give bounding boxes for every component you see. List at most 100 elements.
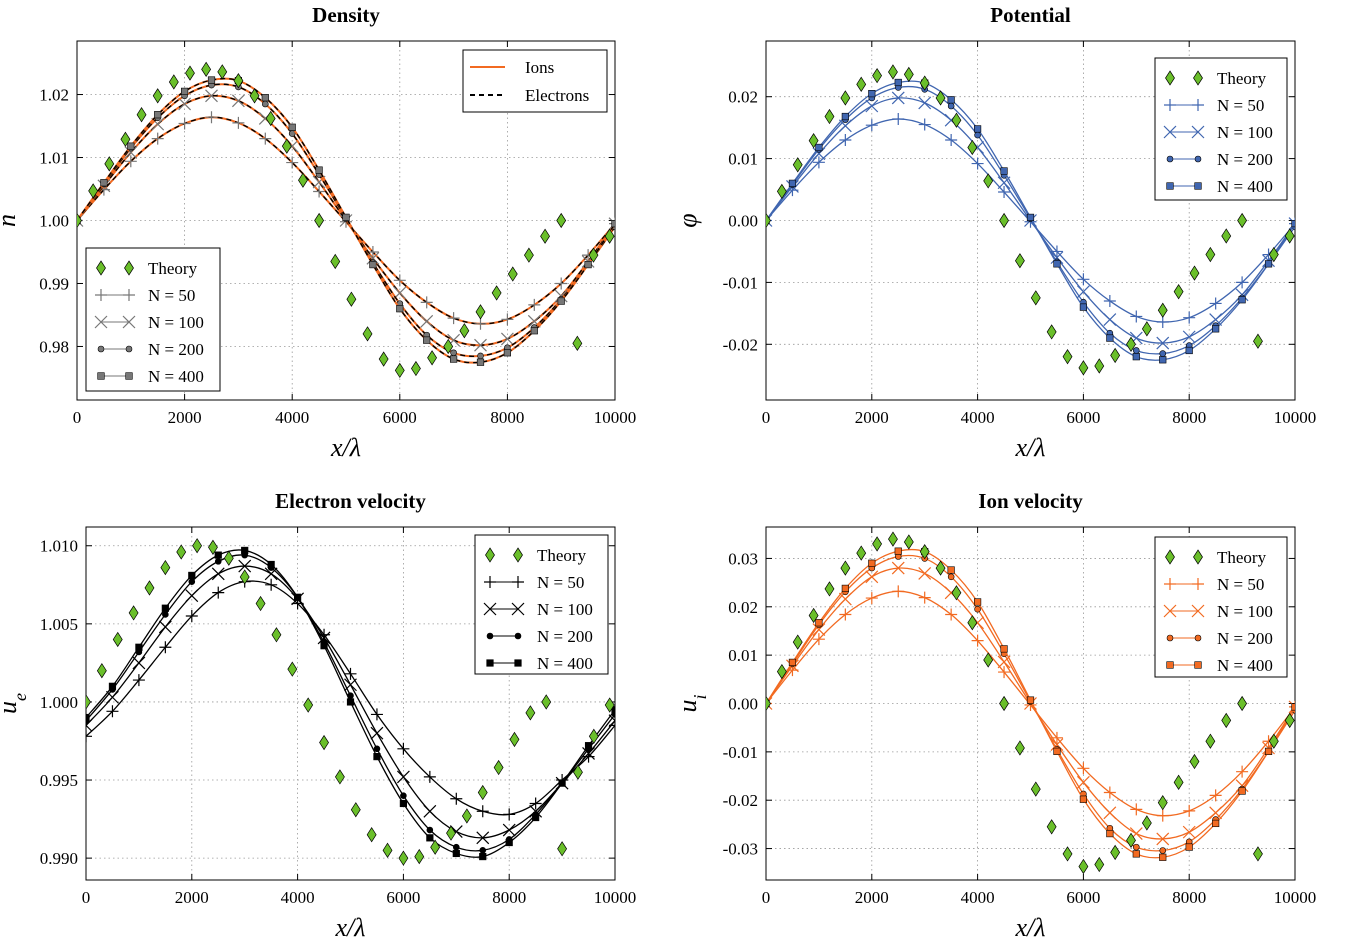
theory-point <box>524 247 534 263</box>
data-point-square <box>86 713 90 722</box>
legend-marker <box>122 315 136 329</box>
data-point-plus <box>865 119 878 132</box>
data-point-cross <box>608 714 615 728</box>
data-point-plus <box>971 157 984 170</box>
theory-point <box>776 663 787 680</box>
data-point-cross <box>918 96 932 110</box>
data-point-cross <box>1182 825 1196 839</box>
data-point-square <box>788 658 797 666</box>
data-point-plus <box>124 155 137 168</box>
x-axis-label: x/λ <box>1014 913 1045 942</box>
data-point-cross <box>396 770 410 784</box>
data-point-plus <box>212 586 225 599</box>
theory-point <box>427 350 437 366</box>
data-point-cross <box>211 567 225 581</box>
data-point-circle <box>947 573 955 581</box>
theory-point <box>967 615 978 631</box>
legend-label: N = 50 <box>1217 96 1264 115</box>
plot-area <box>77 61 615 379</box>
data-point-cross <box>205 89 218 103</box>
theory-point <box>394 362 405 379</box>
data-point-square <box>841 112 849 121</box>
data-point-cross <box>1156 832 1170 846</box>
x-tick-label: 8000 <box>1172 888 1206 907</box>
theory-point <box>239 569 250 585</box>
theory-point <box>1078 360 1089 376</box>
data-point-square <box>611 220 615 228</box>
data-point-cross <box>997 655 1011 669</box>
legend-marker <box>1193 70 1203 86</box>
theory-point <box>572 335 583 351</box>
theory-point <box>1268 246 1279 263</box>
x-tick-label: 4000 <box>961 888 995 907</box>
data-point-plus <box>1077 273 1090 286</box>
legend-marker <box>486 632 494 640</box>
data-point-cross <box>476 831 490 845</box>
theory-point <box>208 539 218 555</box>
data-point-plus <box>945 608 958 621</box>
legend-label: N = 100 <box>148 313 204 332</box>
theory-point <box>1015 253 1025 269</box>
data-point-cross <box>1076 775 1090 789</box>
legend-marker <box>485 547 495 563</box>
data-point-plus <box>178 117 191 130</box>
data-point-circle <box>1133 843 1140 851</box>
theory-point <box>1284 712 1295 729</box>
data-point-plus <box>185 610 198 623</box>
theory-point <box>414 848 425 865</box>
data-point-plus <box>503 808 516 821</box>
theory-point <box>1015 740 1025 756</box>
data-point-plus <box>945 134 958 147</box>
data-point-square <box>127 142 135 150</box>
theory-point <box>983 173 994 189</box>
data-point-cross <box>918 566 932 580</box>
theory-point <box>281 138 292 154</box>
legend-marker <box>1192 578 1204 590</box>
legend: Theory N = 50 N = 100 N = 200 N = 400 <box>1154 57 1288 201</box>
theory-point <box>872 536 883 552</box>
y-tick-label: -0.02 <box>723 335 758 354</box>
data-point-plus <box>609 217 615 230</box>
legend-marker <box>1166 634 1174 642</box>
data-point-square <box>188 571 196 580</box>
data-point-circle <box>974 131 981 139</box>
data-point-plus <box>1156 316 1169 329</box>
legend-box <box>1154 536 1288 678</box>
data-point-cross <box>1156 336 1170 350</box>
y-axis-label: ue <box>0 693 30 714</box>
data-point-circle <box>261 100 269 108</box>
data-point-square <box>1026 696 1035 704</box>
data-point-cross <box>264 567 278 581</box>
theory-point <box>951 112 962 128</box>
legend-label: N = 400 <box>537 654 593 673</box>
data-point-plus <box>1289 217 1295 230</box>
data-point-square <box>342 213 350 221</box>
data-point-plus <box>812 633 825 646</box>
data-point-square <box>1212 819 1220 828</box>
legend-label: Electrons <box>525 86 589 105</box>
data-point-square <box>558 779 566 787</box>
theory-point <box>507 266 518 282</box>
data-point-square <box>1026 213 1035 222</box>
theory-point <box>1126 336 1136 352</box>
data-point-plus <box>998 666 1011 679</box>
data-point-plus <box>529 797 542 810</box>
theory-point <box>217 64 228 80</box>
legend-label: N = 200 <box>537 627 593 646</box>
data-point-square <box>1264 747 1273 755</box>
data-point-square <box>1106 829 1114 838</box>
theory-point <box>303 697 314 713</box>
theory-point <box>588 728 599 744</box>
data-point-circle <box>479 847 487 854</box>
data-point-square <box>261 94 269 102</box>
legend-marker <box>1165 70 1175 86</box>
data-point-cross <box>370 726 384 740</box>
data-point-cross <box>474 338 487 352</box>
legend-marker <box>1191 604 1205 618</box>
theory-point <box>411 360 421 377</box>
data-point-square <box>505 838 513 847</box>
theory-point <box>1237 212 1248 229</box>
theory-point <box>604 697 615 713</box>
legend-marker <box>94 315 108 329</box>
